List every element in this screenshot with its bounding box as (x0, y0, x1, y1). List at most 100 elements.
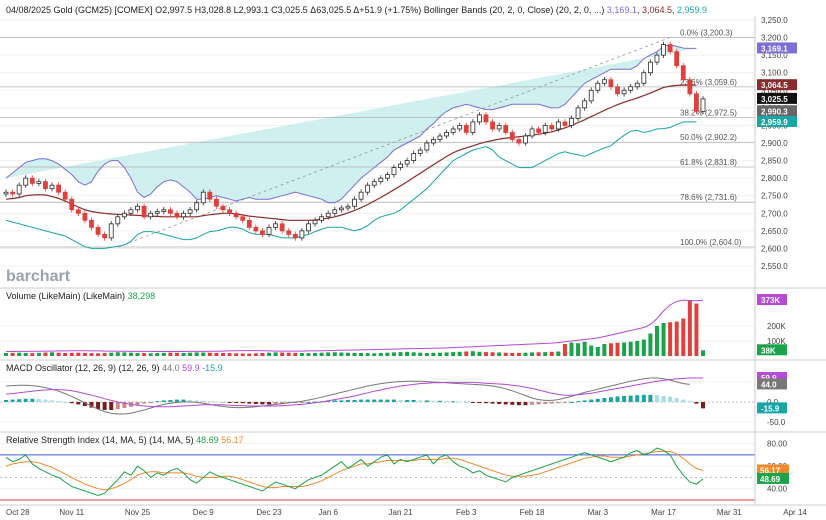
volume-bar (595, 347, 600, 356)
header-main-text: 04/08/2025 Gold (GCM25) [COMEX] O2,997.5… (6, 5, 604, 15)
price-tag (757, 42, 797, 54)
macd-histogram-bar (654, 395, 659, 402)
x-tick-label: Mar 31 (717, 508, 742, 517)
macd-histogram-bar (641, 394, 646, 402)
candle-body (102, 233, 108, 239)
candle-body (516, 139, 522, 144)
price-tag-label: 3,064.5 (761, 81, 788, 90)
price-pane[interactable]: 3,250.03,200.03,150.03,100.03,050.03,000… (0, 16, 797, 271)
candle-body (95, 226, 101, 235)
candle-body (29, 177, 35, 184)
macd-histogram-bar (378, 399, 383, 402)
volume-bar (424, 353, 429, 356)
x-axis: Oct 28 Nov 11 Nov 25 Dec 9 Dec 23 Jan 6 Jan 21… (6, 508, 807, 517)
volume-bar (516, 352, 521, 356)
candle-body (325, 212, 331, 218)
volume-bar (50, 352, 55, 356)
candle-body (23, 177, 29, 186)
price-tag-label: 2,959.9 (761, 118, 788, 127)
volume-bar (247, 353, 252, 356)
volume-bar (391, 352, 396, 356)
macd-histogram-bar (227, 402, 232, 403)
volume-bar (135, 353, 140, 356)
candle-body (371, 181, 377, 186)
volume-bar (76, 352, 81, 356)
macd-histogram-bar (411, 400, 416, 402)
candle-body (279, 223, 285, 232)
volume-bar (220, 353, 225, 356)
volume-bar (128, 352, 133, 356)
volume-bar (549, 351, 554, 356)
volume-bar (497, 352, 502, 356)
macd-histogram-bar (497, 402, 502, 404)
macd-histogram-bar (661, 396, 666, 402)
volume-bar (82, 353, 87, 356)
macd-histogram-bar (122, 402, 127, 408)
volume-bar (234, 353, 239, 356)
x-tick-label: Apr 14 (783, 508, 807, 517)
macd-histogram-bar (701, 402, 705, 409)
fibonacci-label: 100.0% (2,604.0) (680, 238, 742, 247)
candle-body (687, 79, 693, 95)
candle-body (365, 184, 371, 193)
candle-body (490, 121, 495, 130)
macd-histogram-bar (155, 401, 160, 403)
x-tick-label: Oct 28 (6, 508, 30, 517)
macd-histogram-bar (391, 399, 396, 402)
candle-body (477, 114, 482, 123)
macd-histogram-bar (523, 402, 528, 406)
volume-bar (30, 353, 35, 356)
candle-body (424, 142, 430, 151)
volume-bar (43, 352, 48, 356)
candle-body (667, 44, 673, 53)
volume-bar (530, 352, 535, 356)
macd-pane[interactable]: 50.00.0-50.059.944.0-15.9 (0, 372, 787, 427)
volume-tag (757, 294, 787, 306)
candle-body (128, 209, 134, 214)
fibonacci-label: 50.0% (2,902.2) (680, 133, 737, 142)
macd-histogram-bar (648, 394, 653, 402)
volume-bar (622, 342, 627, 356)
volume-bar (214, 352, 219, 356)
macd-histogram-bar (444, 401, 449, 403)
candle-body (523, 135, 528, 144)
price-y-tick-label: 2,550.0 (761, 262, 788, 271)
volume-bar (378, 353, 383, 356)
candle-body (529, 128, 535, 137)
rsi-ma-line (5, 451, 704, 491)
macd-histogram-bar (589, 399, 594, 402)
macd-histogram-bar (332, 400, 337, 402)
candle-body (542, 125, 548, 133)
volume-bar (648, 333, 653, 356)
candle-body (220, 205, 226, 211)
candle-body (292, 233, 298, 239)
candle-body (82, 212, 88, 221)
macd-histogram-bar (194, 400, 199, 402)
macd-histogram-bar (220, 402, 225, 403)
price-y-tick-label: 2,650.0 (761, 227, 788, 236)
volume-tag (757, 344, 787, 356)
volume-bar (543, 352, 548, 356)
candle-body (654, 54, 660, 63)
volume-y-tick-label: 200K (767, 322, 786, 331)
macd-histogram-bar (490, 402, 495, 404)
price-y-tick-label: 2,800.0 (761, 174, 788, 183)
volume-bar (687, 300, 692, 356)
volume-bar (306, 353, 311, 356)
candle-body (135, 205, 140, 211)
candle-body (595, 82, 601, 91)
macd-histogram-bar (516, 402, 521, 406)
x-tick-label: Dec 9 (193, 508, 214, 517)
candle-body (253, 226, 259, 232)
volume-bar (490, 352, 495, 356)
x-tick-label: Mar 3 (588, 508, 609, 517)
volume-bar (240, 353, 245, 356)
macd-histogram-bar (628, 395, 633, 402)
volume-pane[interactable]: 200K 100K 373K 38K (0, 294, 787, 356)
macd-histogram-bar (17, 399, 22, 402)
volume-bar (641, 339, 646, 356)
volume-bar (155, 353, 160, 356)
volume-bar (562, 344, 567, 356)
